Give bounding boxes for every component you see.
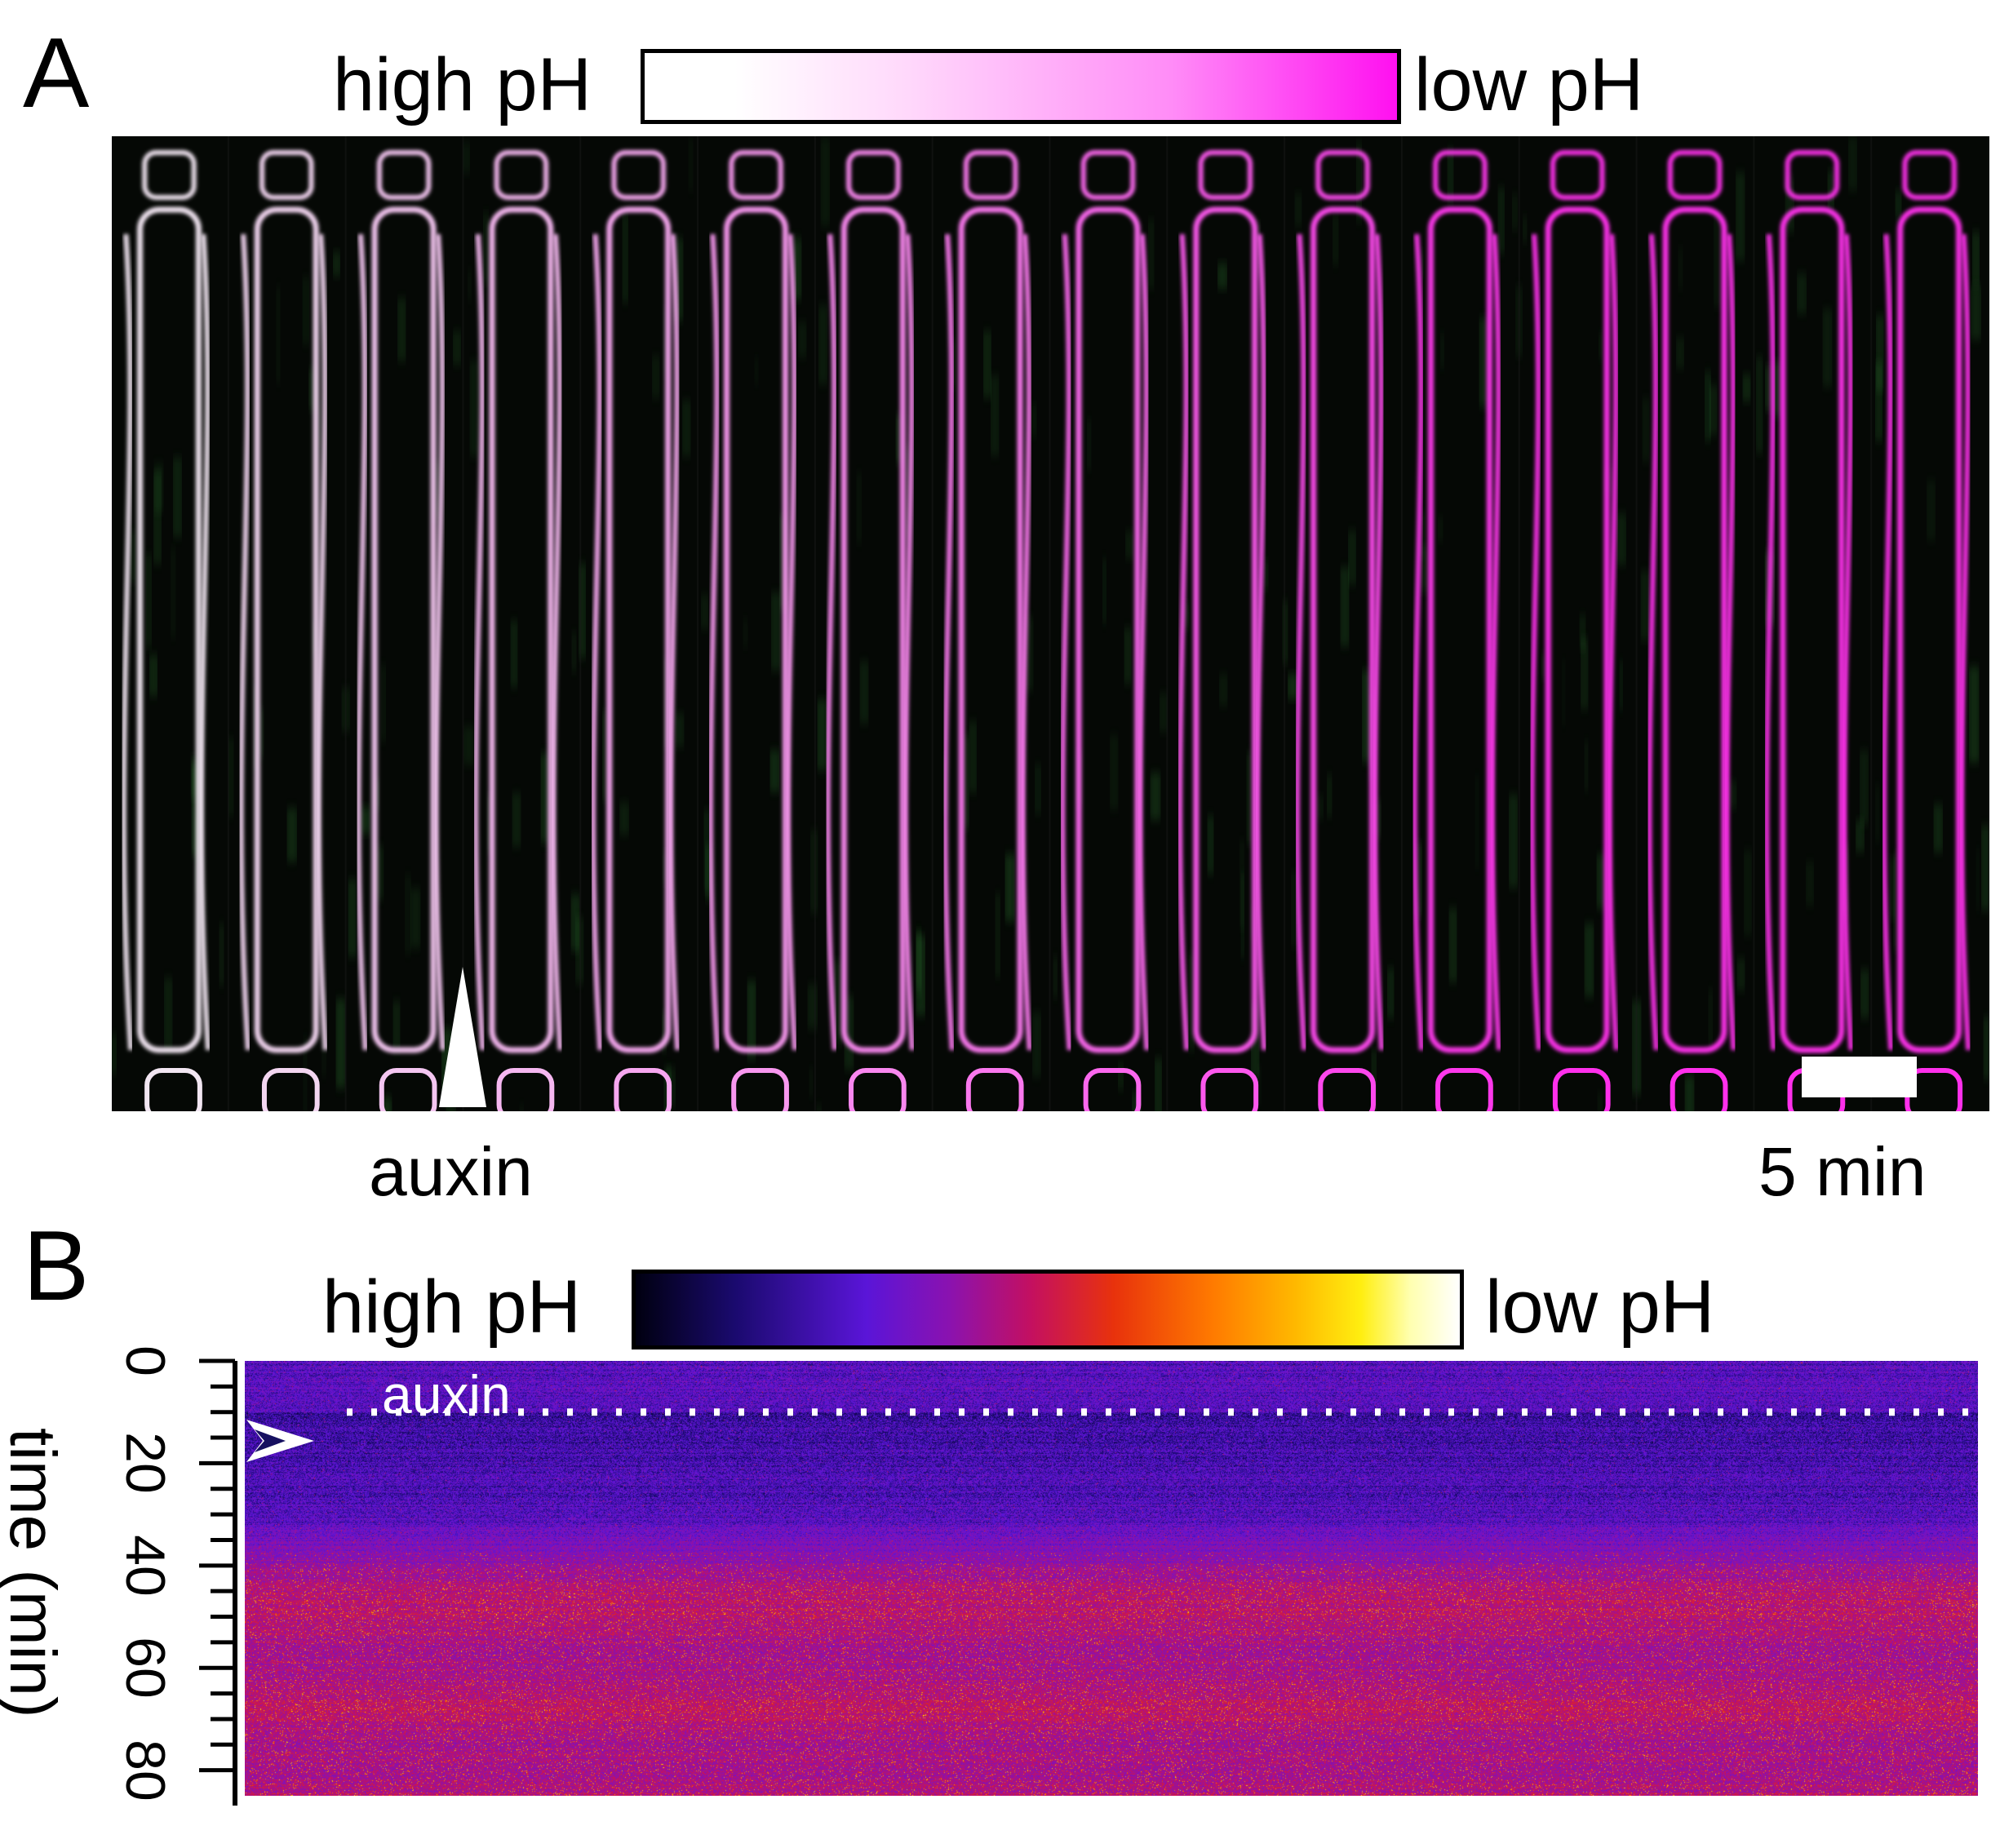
montage-frame bbox=[464, 136, 585, 1160]
montage-frame bbox=[349, 136, 464, 1185]
panel-a-colorbar-right-label: low pH bbox=[1414, 43, 1644, 126]
panel-b-kymograph bbox=[245, 1361, 1978, 1796]
kymograph-heatmap bbox=[245, 1361, 1978, 1796]
panel-a-scale-bar-label: 5 min bbox=[1758, 1133, 1927, 1210]
panel-a-auxin-label: auxin bbox=[369, 1133, 533, 1210]
scale-bar bbox=[1802, 1057, 1917, 1097]
panel-b-colorbar-left-label: high pH bbox=[322, 1265, 582, 1349]
y-axis-tick-label: 40 bbox=[114, 1534, 176, 1597]
y-axis-tick-label: 80 bbox=[114, 1739, 176, 1801]
auxin-arrowhead-icon bbox=[439, 967, 486, 1107]
panel-b-colorbar bbox=[632, 1270, 1464, 1349]
montage-frame bbox=[1876, 136, 1991, 1122]
montage-frame bbox=[112, 136, 229, 1122]
panel-b-y-axis bbox=[199, 1358, 237, 1806]
montage-frame bbox=[1757, 136, 1873, 1122]
montage-frame bbox=[1412, 136, 1522, 1122]
panel-a-colorbar-left-label: high pH bbox=[333, 43, 592, 126]
panel-b-y-axis-label: time (min) bbox=[0, 1428, 69, 1718]
panel-a-micrograph-montage bbox=[112, 136, 1991, 1185]
panel-b-overlay bbox=[246, 1408, 1978, 1462]
montage-frame bbox=[817, 136, 933, 1177]
montage-frame bbox=[229, 136, 349, 1126]
montage-frame bbox=[1642, 136, 1755, 1171]
montage-frame bbox=[1177, 136, 1288, 1122]
panel-b-letter: B bbox=[23, 1210, 90, 1321]
panel-b-colorbar-right-label: low pH bbox=[1485, 1265, 1715, 1349]
panel-a-letter: A bbox=[23, 17, 90, 128]
panel-b-auxin-label: auxin bbox=[382, 1364, 511, 1425]
montage-frame bbox=[1288, 136, 1403, 1145]
panel-a-colorbar bbox=[641, 49, 1401, 124]
y-axis-tick-label: 0 bbox=[114, 1345, 176, 1376]
micrograph-image bbox=[112, 136, 1991, 1185]
montage-frame bbox=[1523, 136, 1640, 1122]
y-axis-tick-label: 60 bbox=[114, 1637, 176, 1700]
montage-frame bbox=[942, 136, 1051, 1139]
y-axis-tick-label: 20 bbox=[114, 1432, 176, 1495]
montage-frame bbox=[1053, 136, 1169, 1168]
montage-frame bbox=[702, 136, 818, 1122]
montage-frame bbox=[590, 136, 699, 1136]
